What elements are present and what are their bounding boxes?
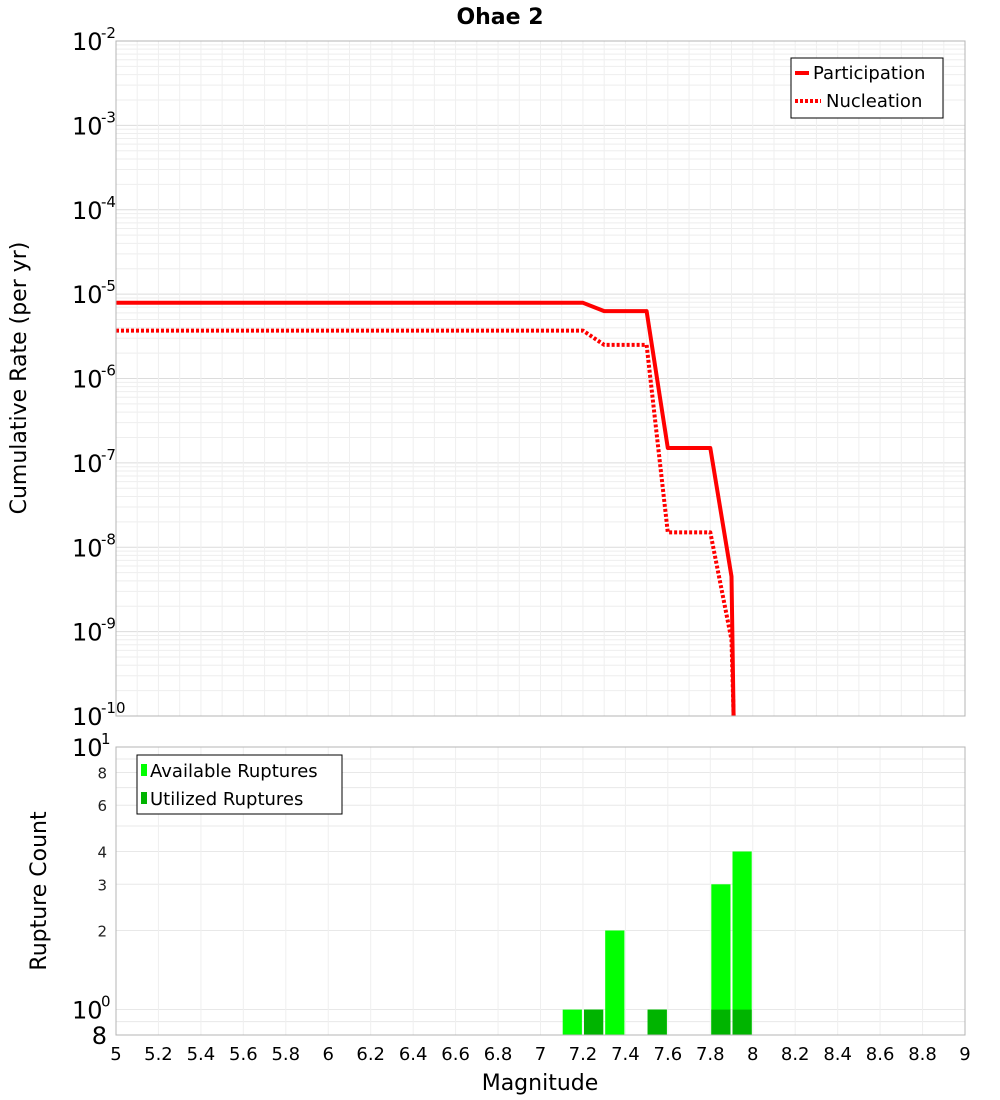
rate-y-axis-label: Cumulative Rate (per yr) [7, 242, 32, 515]
rate-ytick-base: 10 [72, 534, 103, 562]
count-ytick-minor: 8 [97, 764, 107, 782]
rate-ytick-base: 10 [72, 28, 103, 56]
count-y-axis-label: Rupture Count [27, 811, 52, 971]
utilized-rupture-bar [584, 1009, 604, 1035]
available-rupture-bar [562, 1009, 582, 1035]
rate-ytick-base: 10 [72, 112, 103, 140]
utilized-rupture-bar [647, 1009, 667, 1035]
x-axis-label: Magnitude [482, 1071, 599, 1096]
count-plot-border [115, 746, 966, 1036]
series-nucleation-line [116, 328, 736, 717]
x-tick-label: 7.8 [696, 1044, 725, 1065]
legend-available-swatch [141, 764, 147, 776]
legend-available-label: Available Ruptures [150, 761, 318, 782]
x-tick-label: 6.6 [441, 1044, 470, 1065]
legend-utilized-label: Utilized Ruptures [150, 789, 303, 810]
x-tick-label: 8.4 [823, 1044, 852, 1065]
chart-title: Ohae 2 [456, 5, 543, 30]
rate-ytick-base: 10 [72, 703, 103, 731]
x-tick-label: 8 [747, 1044, 758, 1065]
count-ytick-minor: 8 [92, 1022, 107, 1050]
x-tick-label: 5 [110, 1044, 121, 1065]
x-tick-label: 6.2 [356, 1044, 385, 1065]
count-ytick-exponent: 1 [101, 730, 111, 748]
x-tick-label: 7.4 [611, 1044, 640, 1065]
rate-ytick-exponent: -7 [101, 446, 116, 464]
rate-ytick-exponent: -8 [101, 530, 116, 548]
count-bars [562, 851, 752, 1035]
rate-ytick-base: 10 [72, 619, 103, 647]
x-tick-label: 8.6 [866, 1044, 895, 1065]
count-ytick-base: 10 [72, 734, 103, 762]
x-tick-label: 5.6 [229, 1044, 258, 1065]
x-tick-label: 6 [323, 1044, 334, 1065]
x-ticks: 5 5.2 5.4 5.6 5.8 6 6.2 6.4 6.6 6.8 7 7.2 7.4 7.6 7.8 8… [110, 1044, 970, 1065]
count-ytick-minor: 2 [97, 923, 107, 941]
x-tick-label: 5.8 [271, 1044, 300, 1065]
rate-legend: Participation Nucleation [790, 57, 944, 119]
rate-ytick-exponent: -5 [101, 277, 116, 295]
utilized-rupture-bar [732, 1009, 752, 1035]
rate-ytick-base: 10 [72, 366, 103, 394]
x-tick-label: 7 [535, 1044, 546, 1065]
rate-legend-box [790, 57, 944, 119]
available-rupture-bar [711, 884, 731, 1035]
count-ytick-minor: 4 [97, 843, 107, 861]
legend-participation-label: Participation [813, 63, 925, 84]
x-tick-label: 5.2 [144, 1044, 173, 1065]
rate-ytick-exponent: -6 [101, 362, 116, 380]
available-rupture-bar [732, 851, 752, 1035]
count-ytick-exponent: 0 [101, 993, 111, 1011]
available-rupture-bar [605, 930, 625, 1035]
legend-nucleation-label: Nucleation [826, 91, 922, 112]
rate-ytick-exponent: -3 [101, 108, 116, 126]
count-ytick-base: 10 [72, 997, 103, 1025]
x-tick-label: 8.2 [781, 1044, 810, 1065]
x-tick-label: 8.8 [908, 1044, 937, 1065]
x-tick-label: 6.4 [399, 1044, 428, 1065]
x-tick-label: 7.6 [654, 1044, 683, 1065]
x-tick-label: 7.2 [569, 1044, 598, 1065]
rate-ytick-exponent: -10 [101, 699, 126, 717]
rate-panel: 10-210-310-410-510-610-710-810-910-10 Cu… [7, 24, 966, 731]
rate-ytick-exponent: -9 [101, 615, 116, 633]
rate-ytick-base: 10 [72, 281, 103, 309]
rate-ytick-exponent: -4 [101, 193, 116, 211]
rate-ytick-base: 10 [72, 197, 103, 225]
count-legend: Available Ruptures Utilized Ruptures [136, 754, 343, 815]
x-tick-label: 6.8 [484, 1044, 513, 1065]
count-legend-box [136, 754, 343, 815]
rate-y-ticks: 10-210-310-410-510-610-710-810-910-10 [72, 24, 126, 731]
utilized-rupture-bar [711, 1009, 731, 1035]
rate-ytick-exponent: -2 [101, 24, 116, 42]
series-participation-line [116, 300, 736, 717]
x-tick-label: 5.4 [187, 1044, 216, 1065]
rate-ytick-base: 10 [72, 450, 103, 478]
x-tick-label: 9 [959, 1044, 970, 1065]
legend-utilized-swatch [141, 792, 147, 804]
rate-plot-border [115, 40, 966, 717]
rate-grid [115, 41, 966, 717]
rate-series [116, 300, 736, 717]
count-ytick-minor: 6 [97, 797, 107, 815]
count-ytick-minor: 3 [97, 876, 107, 894]
